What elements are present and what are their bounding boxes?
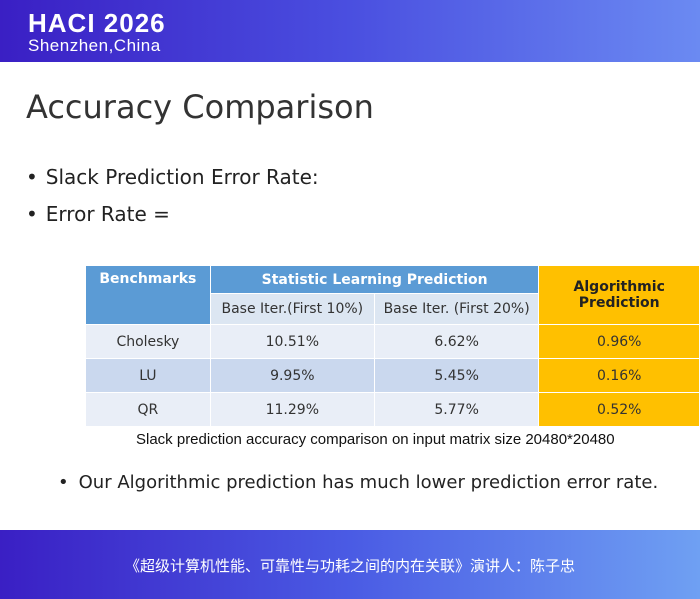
header-bar	[0, 0, 700, 62]
header-title: HACI 2026	[28, 8, 166, 38]
bullet: Our Algorithmic prediction has much lowe…	[58, 472, 659, 493]
footer-bar	[0, 530, 700, 599]
table-cell: 6.62%	[373, 324, 540, 359]
table-cell: QR	[85, 392, 211, 427]
subheader-cell: Base Iter.(First 10%)	[209, 293, 375, 325]
bullet: Error Rate =	[26, 202, 170, 226]
table-row: LU 9.95% 5.45% 0.16%	[85, 358, 700, 393]
table-cell: 9.95%	[209, 358, 375, 393]
table-row: Cholesky 10.51% 6.62% 0.96%	[85, 324, 700, 359]
header-subtitle: Shenzhen,China	[28, 36, 161, 55]
table-cell: LU	[85, 358, 211, 393]
header-cell: Statistic Learning Prediction	[209, 265, 540, 294]
table-cell: 10.51%	[209, 324, 375, 359]
caption: Slack prediction accuracy comparison on …	[136, 431, 615, 448]
table-cell: 0.16%	[538, 358, 700, 393]
table-cell: 11.29%	[209, 392, 375, 427]
table-row: QR 11.29% 5.77% 0.52%	[85, 392, 700, 427]
table-cell: Cholesky	[85, 324, 211, 359]
header-cell: Benchmarks	[85, 265, 211, 325]
table-cell: 0.96%	[538, 324, 700, 359]
header-cell: Algorithmic Prediction	[538, 265, 700, 325]
slide-title: Accuracy Comparison	[26, 88, 374, 126]
subheader-cell: Base Iter. (First 20%)	[373, 293, 540, 325]
bullet: Slack Prediction Error Rate:	[26, 165, 319, 189]
footer-text: 《超级计算机性能、可靠性与功耗之间的内在关联》演讲人：陈子忠	[124, 557, 575, 575]
table-cell: 5.77%	[373, 392, 540, 427]
table-cell: 0.52%	[538, 392, 700, 427]
table-cell: 5.45%	[373, 358, 540, 393]
comparison-table: Benchmarks Statistic Learning Prediction…	[85, 265, 700, 427]
